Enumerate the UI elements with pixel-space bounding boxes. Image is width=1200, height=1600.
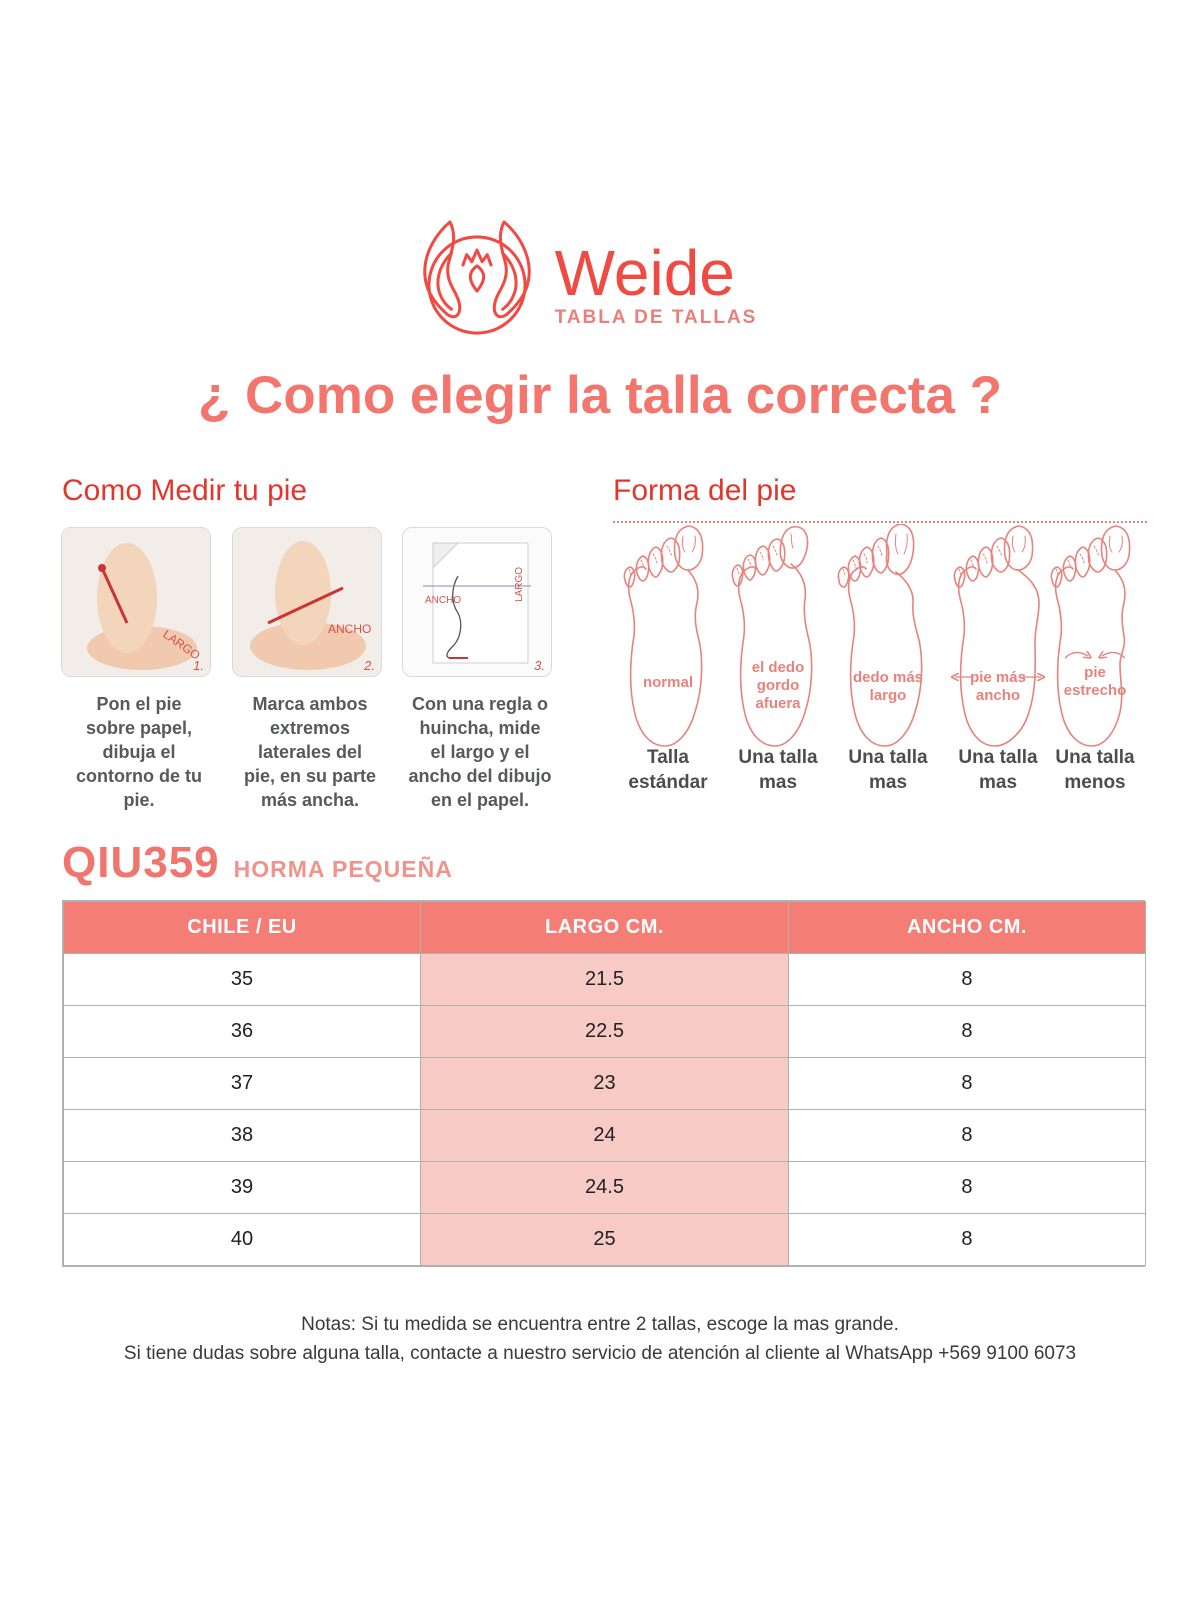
svg-text:ANCHO: ANCHO	[328, 622, 371, 636]
svg-text:LARGO: LARGO	[514, 567, 525, 602]
svg-text:ANCHO: ANCHO	[425, 595, 461, 606]
